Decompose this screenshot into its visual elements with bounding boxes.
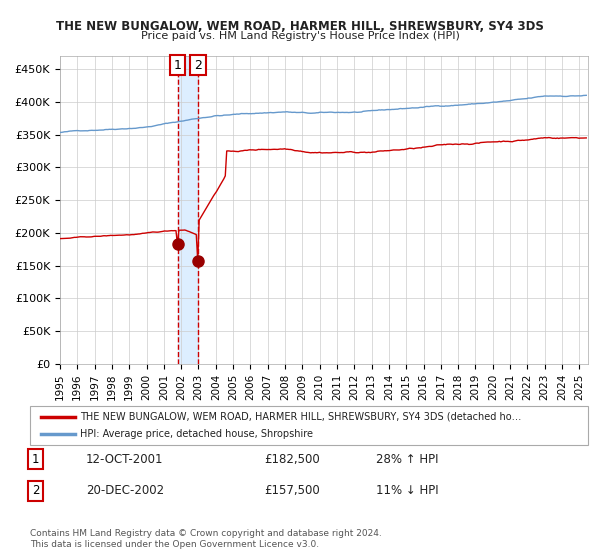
Text: £182,500: £182,500 (265, 452, 320, 466)
Text: 12-OCT-2001: 12-OCT-2001 (86, 452, 163, 466)
Text: Price paid vs. HM Land Registry's House Price Index (HPI): Price paid vs. HM Land Registry's House … (140, 31, 460, 41)
Text: 11% ↓ HPI: 11% ↓ HPI (376, 484, 439, 497)
Text: HPI: Average price, detached house, Shropshire: HPI: Average price, detached house, Shro… (80, 429, 313, 439)
Text: 2: 2 (194, 59, 202, 72)
Text: 28% ↑ HPI: 28% ↑ HPI (376, 452, 439, 466)
Text: Contains HM Land Registry data © Crown copyright and database right 2024.
This d: Contains HM Land Registry data © Crown c… (30, 529, 382, 549)
Text: £157,500: £157,500 (265, 484, 320, 497)
Text: 1: 1 (173, 59, 181, 72)
Text: 2: 2 (32, 484, 40, 497)
Text: 20-DEC-2002: 20-DEC-2002 (86, 484, 164, 497)
Text: 1: 1 (32, 452, 40, 466)
Bar (178, 56, 198, 364)
FancyBboxPatch shape (30, 406, 588, 445)
Text: THE NEW BUNGALOW, WEM ROAD, HARMER HILL, SHREWSBURY, SY4 3DS (detached ho…: THE NEW BUNGALOW, WEM ROAD, HARMER HILL,… (80, 412, 521, 422)
Text: THE NEW BUNGALOW, WEM ROAD, HARMER HILL, SHREWSBURY, SY4 3DS: THE NEW BUNGALOW, WEM ROAD, HARMER HILL,… (56, 20, 544, 32)
